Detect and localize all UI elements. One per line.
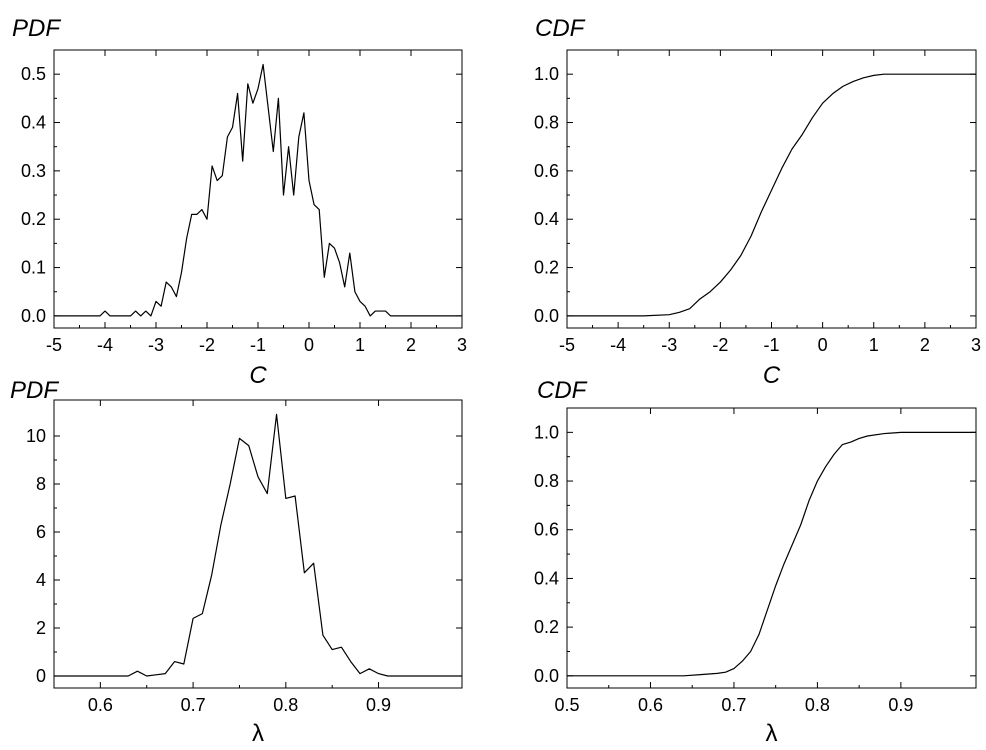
x-tick-label: 0.8 — [805, 695, 830, 715]
y-tick-label: 0.1 — [21, 258, 46, 278]
x-tick-label: 2 — [406, 335, 416, 355]
x-tick-label: -4 — [97, 335, 113, 355]
y-tick-label: 10 — [26, 426, 46, 446]
x-tick-label: 0.7 — [181, 695, 206, 715]
x-tick-label: -4 — [610, 335, 626, 355]
plot-frame — [566, 407, 977, 689]
chart-title: PDF — [12, 15, 61, 42]
x-tick-label: -1 — [763, 335, 779, 355]
y-tick-label: 6 — [36, 522, 46, 542]
y-tick-label: 1.0 — [534, 422, 559, 442]
x-tick-label: 0.8 — [273, 695, 298, 715]
x-tick-label: 0.6 — [638, 695, 663, 715]
y-tick-label: 4 — [36, 570, 46, 590]
x-tick-label: -5 — [559, 335, 575, 355]
y-tick-label: 1.0 — [534, 64, 559, 84]
x-tick-label: -2 — [712, 335, 728, 355]
x-tick-label: 1 — [869, 335, 879, 355]
x-tick-label: 0.6 — [88, 695, 113, 715]
series-line-0 — [54, 413, 462, 677]
x-axis-label: C — [763, 362, 781, 389]
chart-title: PDF — [10, 377, 59, 404]
y-tick-label: 2 — [36, 618, 46, 638]
x-tick-label: 0.9 — [888, 695, 913, 715]
x-tick-label: -3 — [148, 335, 164, 355]
y-tick-label: 0.2 — [21, 209, 46, 229]
y-tick-label: 0.5 — [21, 64, 46, 84]
x-tick-label: 0 — [304, 335, 314, 355]
x-tick-label: -3 — [661, 335, 677, 355]
chart-panel-pdf-lambda: 0.6 0.7 0.8 0.9 0 2 4 6 8 10 PDF λ — [10, 377, 463, 747]
series-line-0 — [567, 73, 976, 317]
y-tick-label: 0 — [36, 666, 46, 686]
x-axis-label: λ — [252, 720, 264, 747]
y-tick-label: 0.2 — [534, 617, 559, 637]
x-tick-label: 2 — [920, 335, 930, 355]
x-tick-label: -5 — [46, 335, 62, 355]
y-tick-label: 0.8 — [534, 113, 559, 133]
y-tick-label: 0.6 — [534, 161, 559, 181]
y-tick-label: 0.4 — [21, 113, 46, 133]
chart-panel-pdf-c: -5 -4 -3 -2 -1 0 1 2 3 0.0 0.1 0.2 0.3 0.4 0.5 PDF C — [12, 15, 467, 389]
x-tick-label: 0 — [818, 335, 828, 355]
x-axis-label: λ — [766, 720, 778, 747]
x-tick-label: 1 — [355, 335, 365, 355]
x-tick-label: -2 — [199, 335, 215, 355]
x-tick-label: 0.7 — [721, 695, 746, 715]
series-line-0 — [54, 63, 462, 317]
y-tick-label: 0.4 — [534, 209, 559, 229]
chart-title: CDF — [537, 377, 588, 404]
plot-frame — [53, 49, 463, 329]
chart-panel-cdf-c: -5 -4 -3 -2 -1 0 1 2 3 0.0 0.2 0.4 0.6 0.8 1.0 CDF C — [534, 15, 981, 389]
y-tick-label: 0.0 — [534, 666, 559, 686]
x-tick-label: 0.5 — [554, 695, 579, 715]
series-line-0 — [567, 431, 976, 677]
y-tick-label: 0.4 — [534, 568, 559, 588]
plot-frame — [53, 399, 463, 689]
x-axis-label: C — [249, 362, 267, 389]
x-tick-label: 0.9 — [366, 695, 391, 715]
y-tick-label: 0.3 — [21, 161, 46, 181]
x-tick-label: 3 — [971, 335, 981, 355]
y-tick-label: 0.0 — [534, 306, 559, 326]
y-tick-label: 0.2 — [534, 258, 559, 278]
x-tick-label: 3 — [457, 335, 467, 355]
y-tick-label: 0.6 — [534, 520, 559, 540]
y-tick-label: 0.8 — [534, 471, 559, 491]
y-tick-label: 0.0 — [21, 306, 46, 326]
chart-panel-cdf-lambda: 0.5 0.6 0.7 0.8 0.9 0.0 0.2 0.4 0.6 0.8 1.0 CDF λ — [534, 377, 977, 747]
y-tick-label: 8 — [36, 474, 46, 494]
chart-title: CDF — [535, 15, 586, 42]
x-tick-label: -1 — [250, 335, 266, 355]
